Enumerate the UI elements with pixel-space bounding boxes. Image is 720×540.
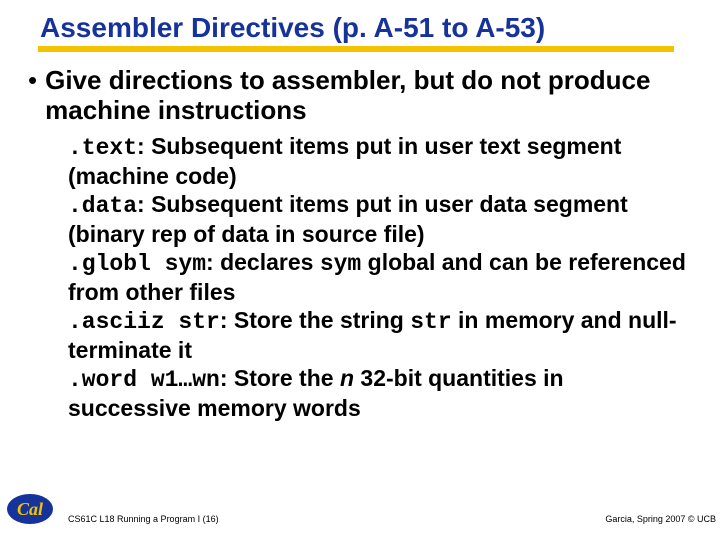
code-text: .globl sym xyxy=(68,251,206,277)
italic-n: n xyxy=(340,365,354,391)
directive-globl: .globl sym: declares sym global and can … xyxy=(68,248,686,306)
desc-text: : Subsequent items put in user data segm… xyxy=(68,191,628,247)
footer-left: CS61C L18 Running a Program I (16) xyxy=(68,514,219,524)
main-bullet: • Give directions to assembler, but do n… xyxy=(28,66,710,132)
directive-list: .text: Subsequent items put in user text… xyxy=(68,132,686,422)
svg-text:Cal: Cal xyxy=(17,499,43,519)
footer: Cal CS61C L18 Running a Program I (16) G… xyxy=(0,500,720,530)
desc-text: : Store the string xyxy=(220,307,410,333)
slide-title: Assembler Directives (p. A-51 to A-53) xyxy=(38,12,674,52)
code-text: .word w1…wn xyxy=(68,367,220,393)
code-arg: sym xyxy=(320,251,361,277)
desc-text: : declares xyxy=(206,249,320,275)
code-text: .asciiz str xyxy=(68,309,220,335)
directive-asciiz: .asciiz str: Store the string str in mem… xyxy=(68,306,686,364)
main-text: Give directions to assembler, but do not… xyxy=(45,66,686,126)
bullet-dot: • xyxy=(28,66,37,95)
desc-text: : Store the xyxy=(220,365,340,391)
directive-text: .text: Subsequent items put in user text… xyxy=(68,132,686,190)
directive-word: .word w1…wn: Store the n 32-bit quantiti… xyxy=(68,364,686,422)
code-text: .text xyxy=(68,135,137,161)
code-text: .data xyxy=(68,193,137,219)
directive-data: .data: Subsequent items put in user data… xyxy=(68,190,686,248)
cal-logo-icon: Cal xyxy=(6,492,54,526)
slide: Assembler Directives (p. A-51 to A-53) •… xyxy=(0,0,720,540)
footer-right: Garcia, Spring 2007 © UCB xyxy=(605,514,716,524)
code-arg: str xyxy=(410,309,451,335)
desc-text: : Subsequent items put in user text segm… xyxy=(68,133,621,189)
